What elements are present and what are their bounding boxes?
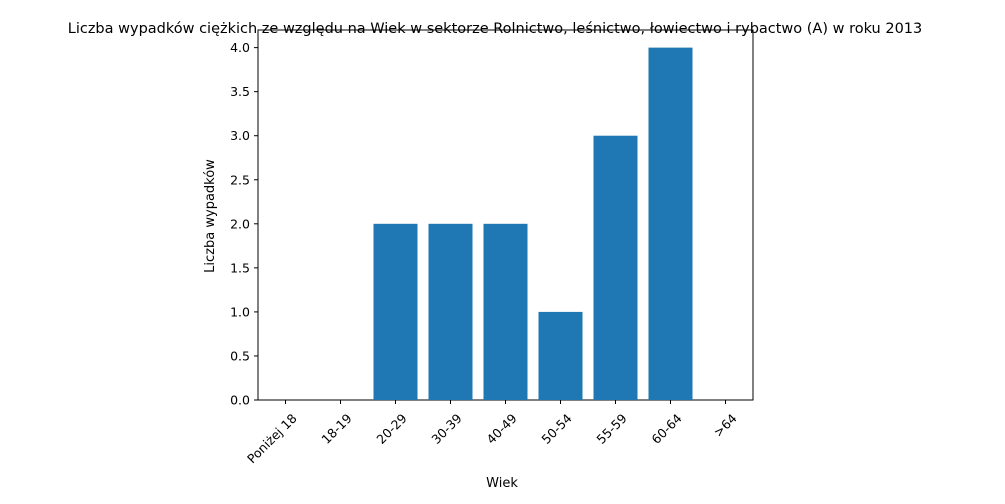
bar <box>648 47 693 400</box>
y-tick-label: 3.5 <box>230 84 250 99</box>
y-tick-label: 2.5 <box>230 172 250 187</box>
y-tick-label: 1.0 <box>230 304 250 319</box>
y-tick-label: 0.5 <box>230 348 250 363</box>
y-tick-label: 3.0 <box>230 128 250 143</box>
y-axis: 0.0 0.5 1.0 1.5 2.0 2.5 3.0 3.5 4.0 <box>230 40 258 408</box>
x-tick-label: 55-59 <box>593 411 629 447</box>
x-tick-label: 20-29 <box>373 411 409 447</box>
bar <box>593 135 638 400</box>
x-tick-label: 18-19 <box>318 411 354 447</box>
x-tick-label: 50-54 <box>538 411 574 447</box>
y-tick-label: 4.0 <box>230 40 250 55</box>
bar <box>538 311 583 400</box>
y-axis-label: Liczba wypadków <box>203 159 218 273</box>
x-tick-label: 30-39 <box>428 411 464 447</box>
y-tick-label: 1.5 <box>230 260 250 275</box>
x-tick-label: Poniżej 18 <box>244 411 300 467</box>
y-tick-label: 2.0 <box>230 216 250 231</box>
x-axis: Poniżej 18 18-19 20-29 30-39 40-49 50-54 55-59… <box>244 400 740 466</box>
bar <box>373 223 418 400</box>
chart-title: Liczba wypadków ciężkich ze względu na W… <box>68 21 923 37</box>
x-tick-label: 40-49 <box>483 411 519 447</box>
bar <box>483 223 528 400</box>
bar <box>428 223 473 400</box>
x-axis-label: Wiek <box>486 476 518 491</box>
x-tick-label: >64 <box>710 411 739 440</box>
y-tick-label: 0.0 <box>230 393 250 408</box>
x-tick-label: 60-64 <box>648 411 684 447</box>
bars-group <box>373 47 693 400</box>
